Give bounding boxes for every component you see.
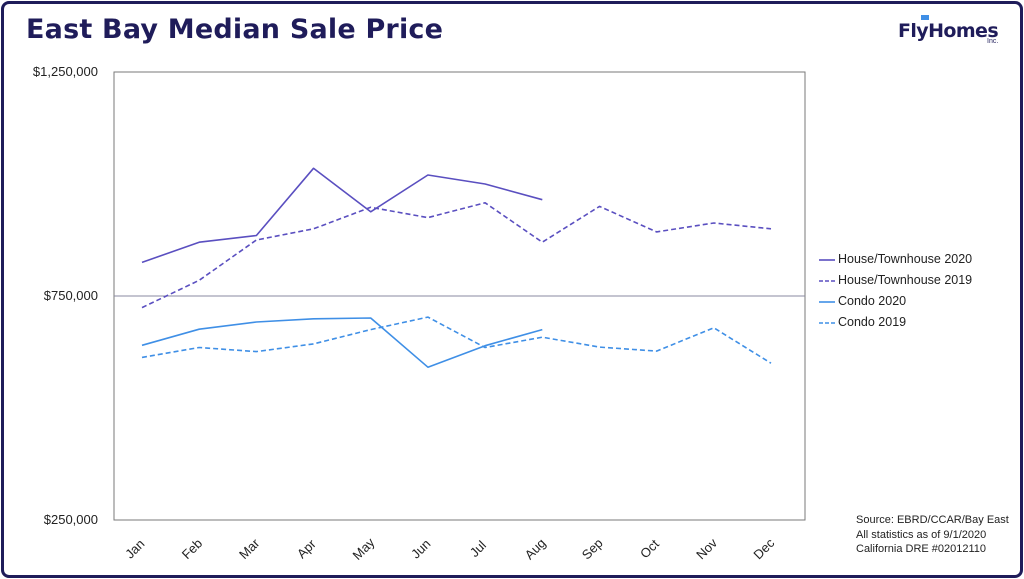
x-tick-label-sep: Sep [579,535,606,562]
y-tick-label: $250,000 [44,512,98,527]
legend: House/Townhouse 2020 House/Townhouse 2019… [818,250,1018,334]
source-line-0: Source: EBRD/CCAR/Bay East [856,514,1009,526]
logo-sub: Inc. [987,38,999,45]
logo-text: FlyHomes [898,20,999,42]
legend-swatch-icon [819,259,835,261]
chart-title: East Bay Median Sale Price [26,14,444,45]
x-tick-label-mar: Mar [236,535,263,562]
x-tick-label-apr: Apr [294,536,319,561]
legend-label: House/Townhouse 2019 [838,273,973,287]
y-tick-label: $1,250,000 [33,64,98,79]
legend-item-2: Condo 2020 [818,292,1018,313]
source-line-2: California DRE #02012110 [856,543,987,555]
series-line-1 [141,202,772,309]
logo-flag-icon [921,15,929,20]
series-line-3 [141,316,772,364]
legend-label: Condo 2019 [838,315,907,329]
series-line-2 [141,317,543,369]
source-note: Source: EBRD/CCAR/Bay East All statistics… [856,513,1009,557]
legend-swatch-icon [819,301,835,303]
series-layer [141,167,772,369]
source-line-1: All statistics as of 9/1/2020 [856,528,987,541]
y-axis-ticks: $250,000 $750,000 $1,250,000 [33,64,98,527]
y-tick-label: $750,000 [44,288,98,303]
legend-item-1: House/Townhouse 2019 [818,271,1018,292]
x-tick-label-nov: Nov [693,535,720,562]
x-tick-label-may: May [350,534,378,562]
legend-swatch-icon [819,322,835,324]
x-tick-label-jul: Jul [467,538,489,560]
legend-label: Condo 2020 [838,294,907,308]
legend-label: House/Townhouse 2020 [838,252,973,266]
legend-swatch-icon [819,280,835,282]
x-axis-ticks: Jan Feb Mar Apr May Jun Jul Aug Sep Oct Nov Dec [122,534,778,562]
x-tick-label-jun: Jun [408,536,433,561]
x-tick-label-oct: Oct [637,536,662,561]
x-tick-label-feb: Feb [179,536,205,562]
legend-item-0: House/Townhouse 2020 [818,250,1018,271]
series-line-0 [141,167,543,264]
x-tick-label-jan: Jan [122,536,147,561]
x-tick-label-dec: Dec [750,535,777,562]
x-tick-label-aug: Aug [522,535,549,562]
legend-item-3: Condo 2019 [818,313,1018,334]
flyhomes-logo: FlyHomes Inc. [898,15,1008,54]
